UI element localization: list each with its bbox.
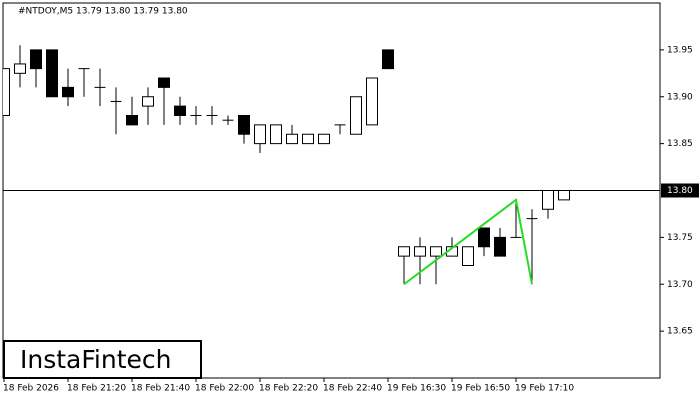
candle-body	[238, 115, 250, 135]
y-tick-label: 13.90	[667, 92, 693, 102]
x-tick-label: 18 Feb 22:00	[195, 384, 254, 394]
candle-body	[158, 77, 170, 88]
x-tick-label: 18 Feb 21:40	[131, 384, 190, 394]
candle-body	[46, 49, 58, 98]
price-label-bg	[661, 183, 699, 198]
candle-body	[478, 227, 490, 248]
candle-body	[382, 49, 394, 70]
candle-body	[126, 115, 138, 126]
logo: InstaFintech	[20, 345, 172, 374]
candle-body	[558, 190, 570, 201]
x-tick-label: 18 Feb 2026	[3, 384, 59, 394]
candle-body	[398, 246, 410, 257]
candle-body	[414, 246, 426, 257]
x-tick-label: 19 Feb 17:10	[515, 384, 574, 394]
candle-body	[3, 68, 10, 116]
candle-body	[366, 77, 378, 126]
x-tick-label: 19 Feb 16:50	[451, 384, 510, 394]
candle-body	[430, 246, 442, 257]
candle-body	[30, 49, 42, 70]
candle-body	[270, 124, 282, 145]
candle-body	[142, 96, 154, 107]
candle-body	[174, 105, 186, 116]
x-tick-label: 19 Feb 16:30	[387, 384, 446, 394]
y-tick-label: 13.65	[667, 327, 693, 337]
logo-box	[3, 340, 202, 379]
candle-body	[462, 246, 474, 266]
chart-title: #NTDOY,M5 13.79 13.80 13.79 13.80	[18, 7, 188, 17]
y-tick-label: 13.75	[667, 233, 693, 243]
y-tick-label: 13.85	[667, 139, 693, 149]
candle-body	[62, 86, 74, 98]
candle-body	[302, 133, 314, 145]
x-tick-label: 18 Feb 22:20	[259, 384, 318, 394]
candle-body	[350, 96, 362, 135]
candle-body	[14, 63, 26, 74]
candle-body	[286, 133, 298, 145]
pattern-line	[403, 198, 533, 286]
price-label: 13.80	[667, 186, 693, 196]
candle-body	[318, 133, 330, 145]
y-tick-label: 13.95	[667, 45, 693, 55]
x-tick-label: 18 Feb 22:40	[323, 384, 382, 394]
candle-body	[494, 236, 506, 257]
candle-body	[254, 124, 266, 145]
y-tick-label: 13.70	[667, 280, 693, 290]
x-tick-label: 18 Feb 21:20	[67, 384, 126, 394]
candle-body	[542, 190, 554, 210]
